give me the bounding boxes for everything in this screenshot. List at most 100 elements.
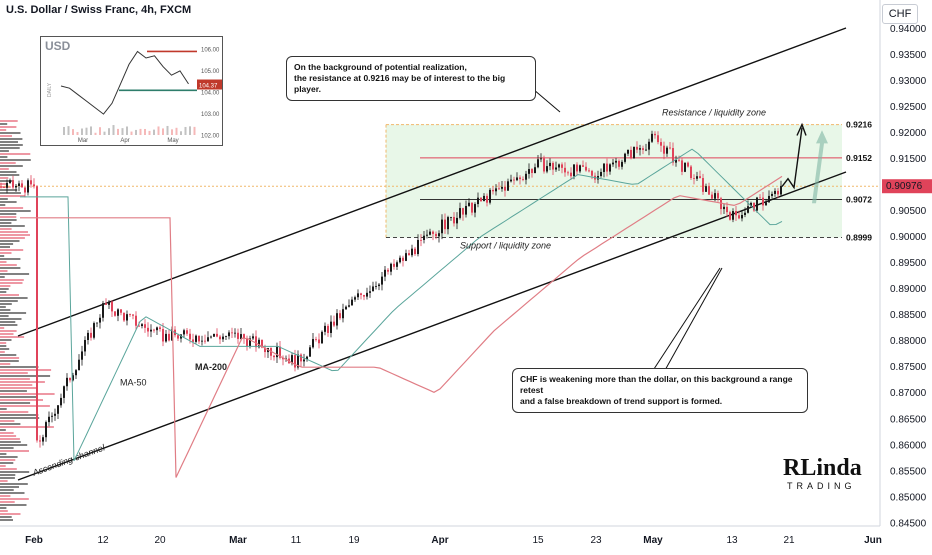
candle-body: [558, 164, 560, 168]
candle-body: [135, 315, 137, 326]
inset-volume-bar: [193, 126, 196, 135]
candle-body: [165, 333, 167, 342]
candle-body: [72, 375, 74, 381]
candle-body: [759, 197, 761, 199]
candle-body: [66, 377, 68, 387]
volume-profile-bar: [0, 171, 17, 173]
candle-body: [348, 305, 350, 307]
candle-body: [522, 179, 524, 180]
volume-profile-bar: [0, 231, 28, 233]
currency-badge[interactable]: CHF: [882, 4, 918, 24]
volume-profile-bar: [0, 474, 16, 476]
volume-profile-bar: [0, 420, 15, 422]
volume-profile-bar: [0, 411, 29, 413]
projection-arrowhead: [796, 122, 807, 136]
volume-profile-bar: [0, 462, 14, 464]
price-tick-label: 0.91500: [890, 154, 927, 165]
volume-profile-bar: [0, 132, 21, 134]
inset-volume-bar: [184, 126, 187, 135]
volume-profile-bar: [0, 510, 8, 512]
candle-body: [552, 162, 554, 170]
candle-body: [96, 322, 98, 324]
candle-body: [432, 231, 434, 234]
volume-profile-bar: [0, 189, 18, 191]
candle-body: [6, 182, 8, 188]
inset-volume-bar: [90, 126, 92, 135]
volume-profile-bar: [0, 426, 54, 428]
candle-body: [768, 195, 770, 203]
candle-body: [729, 212, 731, 220]
volume-profile-bar: [0, 264, 17, 266]
volume-profile-bar: [0, 390, 27, 392]
candle-body: [711, 194, 713, 199]
candle-body: [51, 415, 53, 417]
volume-profile-bar: [0, 183, 7, 185]
candle-body: [90, 332, 92, 338]
candle-body: [705, 186, 707, 192]
inset-price-label: 104.37: [199, 84, 218, 90]
candle-body: [303, 359, 305, 362]
last-price-label: 0.90976: [886, 181, 923, 192]
candle-body: [366, 292, 368, 297]
candle-body: [627, 149, 629, 154]
inset-volume-bar: [180, 131, 182, 135]
candle-body: [753, 202, 755, 211]
volume-profile-bar: [0, 156, 8, 158]
candle-body: [630, 149, 632, 159]
candle-body: [609, 164, 611, 172]
volume-profile-bar: [0, 147, 20, 149]
candle-body: [315, 339, 317, 340]
time-tick-label: 11: [291, 535, 302, 546]
candle-body: [501, 186, 503, 189]
candle-body: [600, 171, 602, 177]
candle-body: [327, 325, 329, 333]
volume-profile-bar: [0, 477, 15, 479]
candle-body: [573, 164, 575, 177]
projection-arrow: [781, 127, 803, 190]
price-tick-label: 0.92000: [890, 128, 927, 139]
candle-body: [141, 324, 143, 327]
candle-body: [588, 170, 590, 172]
candle-body: [669, 147, 671, 149]
candle-body: [198, 335, 200, 342]
volume-profile-bar: [0, 465, 6, 467]
ma200-line: [20, 175, 783, 478]
logo-sub: TRADING: [787, 481, 856, 491]
candle-body: [252, 336, 254, 339]
candle-body: [138, 325, 140, 327]
candle-body: [699, 176, 701, 179]
candle-body: [645, 149, 647, 151]
candle-body: [99, 317, 101, 323]
volume-profile-bar: [0, 348, 10, 350]
volume-profile-bar: [0, 225, 25, 227]
price-tick-label: 0.93500: [890, 50, 927, 61]
inset-volume-bar: [72, 129, 74, 135]
candle-body: [279, 346, 281, 358]
volume-profile-bar: [0, 207, 24, 209]
candle-body: [12, 180, 14, 188]
candle-body: [612, 162, 614, 165]
candle-body: [354, 297, 356, 300]
volume-profile-bar: [0, 255, 5, 257]
candle-body: [621, 161, 623, 167]
candle-body: [192, 339, 194, 342]
candle-body: [528, 169, 530, 174]
candle-body: [510, 179, 512, 182]
volume-profile-bar: [0, 363, 11, 365]
inset-volume-bar: [85, 127, 88, 135]
volume-profile-bar: [0, 270, 8, 272]
volume-profile-bar: [0, 495, 11, 497]
candle-body: [678, 159, 680, 161]
candle-body: [762, 197, 764, 206]
inset-volume-bar: [157, 126, 160, 135]
candle-body: [297, 354, 299, 368]
volume-profile-bar: [0, 519, 13, 521]
level-label: 0.9152: [846, 153, 872, 163]
volume-profile-bar: [0, 399, 43, 401]
volume-profile-bar: [0, 168, 9, 170]
candle-body: [18, 183, 20, 186]
volume-profile-bar: [0, 372, 28, 374]
candle-body: [0, 186, 2, 188]
inset-volume-bar: [144, 128, 146, 135]
